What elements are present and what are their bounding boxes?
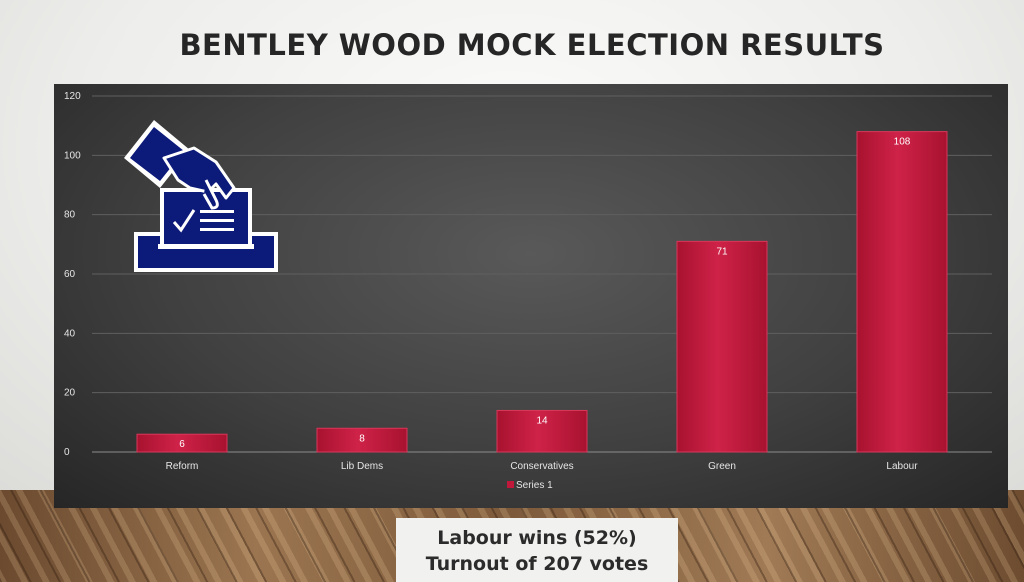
data-label: 8 bbox=[359, 433, 365, 444]
bar-reform bbox=[136, 433, 228, 453]
bar-chart: 0 20 40 60 80 100 120 6 Reform 8 Lib Dems 14 Conserv… bbox=[64, 91, 992, 491]
y-tick-label: 120 bbox=[64, 91, 81, 102]
x-tick-label: Green bbox=[708, 461, 736, 472]
data-label: 6 bbox=[179, 439, 185, 450]
y-tick-label: 60 bbox=[64, 269, 76, 280]
x-tick-label: Lib Dems bbox=[341, 461, 383, 472]
data-label: 14 bbox=[536, 415, 548, 426]
data-label: 71 bbox=[716, 246, 728, 257]
ballot-box-icon bbox=[124, 120, 278, 272]
x-tick-label: Labour bbox=[886, 461, 918, 472]
y-tick-label: 0 bbox=[64, 447, 70, 458]
winner-text: Labour wins (52%) bbox=[437, 527, 637, 549]
y-tick-label: 40 bbox=[64, 328, 76, 339]
x-tick-label: Conservatives bbox=[510, 461, 573, 472]
slide-title: BENTLEY WOOD MOCK ELECTION RESULTS bbox=[179, 28, 885, 62]
y-tick-label: 80 bbox=[64, 210, 76, 221]
legend-label: Series 1 bbox=[516, 480, 553, 491]
y-tick-label: 100 bbox=[64, 150, 81, 161]
bar-labour bbox=[856, 131, 948, 453]
y-tick-label: 20 bbox=[64, 388, 76, 399]
chart-panel: 0 20 40 60 80 100 120 6 Reform 8 Lib Dems 14 Conserv… bbox=[54, 84, 1008, 508]
bar-lib-dems bbox=[316, 427, 408, 453]
x-tick-label: Reform bbox=[166, 461, 199, 472]
bar-conservatives bbox=[496, 409, 588, 453]
data-label: 108 bbox=[894, 137, 911, 148]
result-summary: Labour wins (52%) Turnout of 207 votes bbox=[396, 518, 678, 582]
turnout-text: Turnout of 207 votes bbox=[425, 553, 649, 575]
legend-swatch bbox=[507, 481, 514, 488]
bar-green bbox=[676, 240, 768, 453]
